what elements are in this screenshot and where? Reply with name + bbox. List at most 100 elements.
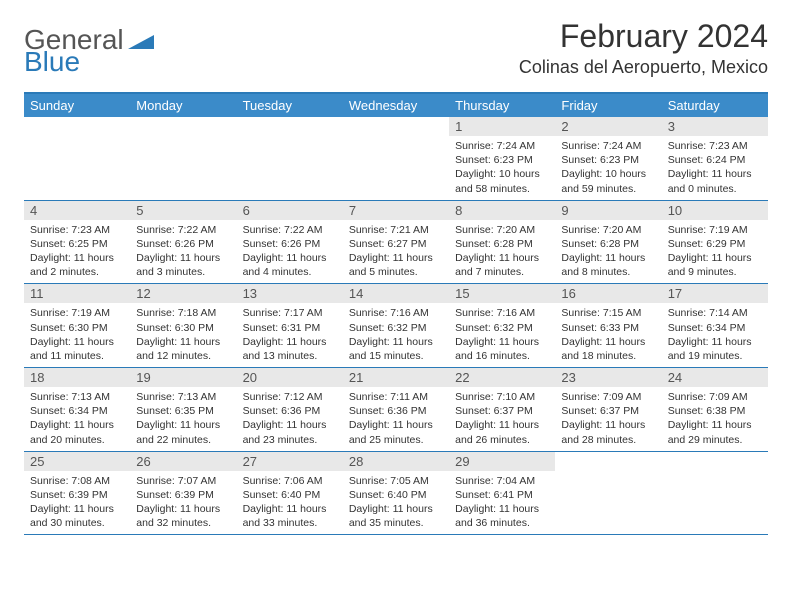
day-number: 18 [24,368,130,387]
calendar-day: 5Sunrise: 7:22 AMSunset: 6:26 PMDaylight… [130,201,236,284]
day-number: 28 [343,452,449,471]
day-number: 6 [237,201,343,220]
day-number: 26 [130,452,236,471]
day-header-cell: Friday [555,94,661,117]
day-info: Sunrise: 7:20 AMSunset: 6:28 PMDaylight:… [449,220,555,284]
calendar-day: 6Sunrise: 7:22 AMSunset: 6:26 PMDaylight… [237,201,343,284]
day-number: 11 [24,284,130,303]
calendar-empty-cell [662,452,768,535]
calendar-day: 19Sunrise: 7:13 AMSunset: 6:35 PMDayligh… [130,368,236,451]
day-header-cell: Sunday [24,94,130,117]
day-info: Sunrise: 7:20 AMSunset: 6:28 PMDaylight:… [555,220,661,284]
day-info: Sunrise: 7:21 AMSunset: 6:27 PMDaylight:… [343,220,449,284]
calendar-day: 14Sunrise: 7:16 AMSunset: 6:32 PMDayligh… [343,284,449,367]
day-number: 17 [662,284,768,303]
day-info: Sunrise: 7:04 AMSunset: 6:41 PMDaylight:… [449,471,555,535]
calendar-day: 28Sunrise: 7:05 AMSunset: 6:40 PMDayligh… [343,452,449,535]
day-number: 2 [555,117,661,136]
day-number: 7 [343,201,449,220]
day-info: Sunrise: 7:09 AMSunset: 6:38 PMDaylight:… [662,387,768,451]
day-header-cell: Tuesday [237,94,343,117]
location: Colinas del Aeropuerto, Mexico [519,57,768,78]
day-number: 10 [662,201,768,220]
calendar-day: 25Sunrise: 7:08 AMSunset: 6:39 PMDayligh… [24,452,130,535]
day-header-cell: Thursday [449,94,555,117]
calendar-day: 17Sunrise: 7:14 AMSunset: 6:34 PMDayligh… [662,284,768,367]
calendar-day: 23Sunrise: 7:09 AMSunset: 6:37 PMDayligh… [555,368,661,451]
calendar-day: 15Sunrise: 7:16 AMSunset: 6:32 PMDayligh… [449,284,555,367]
calendar-day: 2Sunrise: 7:24 AMSunset: 6:23 PMDaylight… [555,117,661,200]
day-number: 9 [555,201,661,220]
calendar-week: 25Sunrise: 7:08 AMSunset: 6:39 PMDayligh… [24,452,768,536]
calendar-day: 12Sunrise: 7:18 AMSunset: 6:30 PMDayligh… [130,284,236,367]
day-header-cell: Wednesday [343,94,449,117]
day-info: Sunrise: 7:19 AMSunset: 6:30 PMDaylight:… [24,303,130,367]
calendar-day: 1Sunrise: 7:24 AMSunset: 6:23 PMDaylight… [449,117,555,200]
day-number: 15 [449,284,555,303]
day-header-cell: Monday [130,94,236,117]
day-info: Sunrise: 7:05 AMSunset: 6:40 PMDaylight:… [343,471,449,535]
calendar-day: 8Sunrise: 7:20 AMSunset: 6:28 PMDaylight… [449,201,555,284]
logo-text-blue: Blue [24,46,80,78]
calendar-week: 18Sunrise: 7:13 AMSunset: 6:34 PMDayligh… [24,368,768,452]
day-info: Sunrise: 7:24 AMSunset: 6:23 PMDaylight:… [555,136,661,200]
day-info: Sunrise: 7:19 AMSunset: 6:29 PMDaylight:… [662,220,768,284]
day-number: 5 [130,201,236,220]
calendar-day: 20Sunrise: 7:12 AMSunset: 6:36 PMDayligh… [237,368,343,451]
calendar-empty-cell [130,117,236,200]
calendar-day: 27Sunrise: 7:06 AMSunset: 6:40 PMDayligh… [237,452,343,535]
day-info: Sunrise: 7:18 AMSunset: 6:30 PMDaylight:… [130,303,236,367]
day-info: Sunrise: 7:08 AMSunset: 6:39 PMDaylight:… [24,471,130,535]
calendar-day: 7Sunrise: 7:21 AMSunset: 6:27 PMDaylight… [343,201,449,284]
calendar-day: 16Sunrise: 7:15 AMSunset: 6:33 PMDayligh… [555,284,661,367]
calendar-day: 21Sunrise: 7:11 AMSunset: 6:36 PMDayligh… [343,368,449,451]
day-number: 19 [130,368,236,387]
day-info: Sunrise: 7:14 AMSunset: 6:34 PMDaylight:… [662,303,768,367]
day-info: Sunrise: 7:23 AMSunset: 6:24 PMDaylight:… [662,136,768,200]
day-number: 29 [449,452,555,471]
day-number: 20 [237,368,343,387]
day-info: Sunrise: 7:11 AMSunset: 6:36 PMDaylight:… [343,387,449,451]
day-info: Sunrise: 7:16 AMSunset: 6:32 PMDaylight:… [449,303,555,367]
day-number: 13 [237,284,343,303]
day-info: Sunrise: 7:12 AMSunset: 6:36 PMDaylight:… [237,387,343,451]
calendar-empty-cell [237,117,343,200]
day-info: Sunrise: 7:22 AMSunset: 6:26 PMDaylight:… [237,220,343,284]
day-number: 22 [449,368,555,387]
day-info: Sunrise: 7:22 AMSunset: 6:26 PMDaylight:… [130,220,236,284]
header: General February 2024 Colinas del Aeropu… [24,18,768,78]
day-info: Sunrise: 7:09 AMSunset: 6:37 PMDaylight:… [555,387,661,451]
day-info: Sunrise: 7:17 AMSunset: 6:31 PMDaylight:… [237,303,343,367]
day-number: 12 [130,284,236,303]
calendar-day: 22Sunrise: 7:10 AMSunset: 6:37 PMDayligh… [449,368,555,451]
calendar-day: 11Sunrise: 7:19 AMSunset: 6:30 PMDayligh… [24,284,130,367]
day-info: Sunrise: 7:16 AMSunset: 6:32 PMDaylight:… [343,303,449,367]
day-number: 25 [24,452,130,471]
day-number: 1 [449,117,555,136]
day-number: 8 [449,201,555,220]
day-number: 23 [555,368,661,387]
day-number: 3 [662,117,768,136]
day-number: 27 [237,452,343,471]
title-block: February 2024 Colinas del Aeropuerto, Me… [519,18,768,78]
calendar-day: 10Sunrise: 7:19 AMSunset: 6:29 PMDayligh… [662,201,768,284]
day-number: 21 [343,368,449,387]
day-info: Sunrise: 7:15 AMSunset: 6:33 PMDaylight:… [555,303,661,367]
day-number: 14 [343,284,449,303]
calendar-day: 26Sunrise: 7:07 AMSunset: 6:39 PMDayligh… [130,452,236,535]
calendar-day: 9Sunrise: 7:20 AMSunset: 6:28 PMDaylight… [555,201,661,284]
day-info: Sunrise: 7:13 AMSunset: 6:35 PMDaylight:… [130,387,236,451]
calendar-day: 3Sunrise: 7:23 AMSunset: 6:24 PMDaylight… [662,117,768,200]
day-info: Sunrise: 7:10 AMSunset: 6:37 PMDaylight:… [449,387,555,451]
day-number: 16 [555,284,661,303]
day-info: Sunrise: 7:07 AMSunset: 6:39 PMDaylight:… [130,471,236,535]
calendar-empty-cell [555,452,661,535]
day-header-row: SundayMondayTuesdayWednesdayThursdayFrid… [24,94,768,117]
day-info: Sunrise: 7:06 AMSunset: 6:40 PMDaylight:… [237,471,343,535]
calendar-day: 24Sunrise: 7:09 AMSunset: 6:38 PMDayligh… [662,368,768,451]
calendar-day: 18Sunrise: 7:13 AMSunset: 6:34 PMDayligh… [24,368,130,451]
calendar-empty-cell [343,117,449,200]
month-title: February 2024 [519,18,768,55]
calendar-day: 13Sunrise: 7:17 AMSunset: 6:31 PMDayligh… [237,284,343,367]
calendar: SundayMondayTuesdayWednesdayThursdayFrid… [24,92,768,535]
